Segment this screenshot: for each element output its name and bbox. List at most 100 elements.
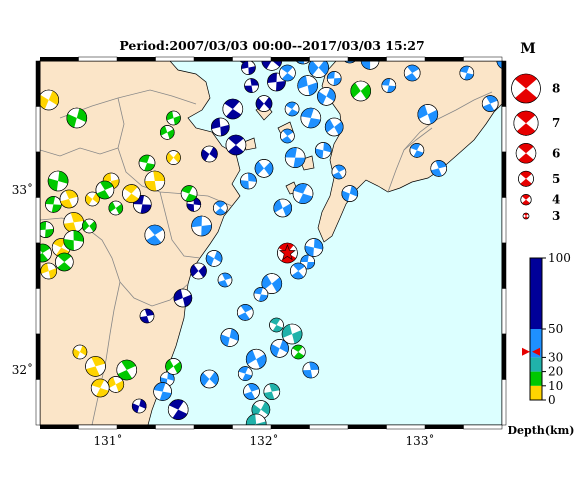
magnitude-legend-symbol: [520, 194, 532, 206]
event-mechanism: [433, 36, 453, 56]
depth-colorbar: 100 50 30 20 10 0 Depth(km): [508, 251, 575, 437]
event-mechanism: [279, 64, 296, 82]
prefecture-border: [40, 147, 119, 157]
event-mechanism: [254, 159, 274, 178]
depth-band: [530, 357, 542, 372]
event-mechanism: [459, 65, 475, 81]
event-mechanism: [220, 328, 239, 347]
event-mechanism: [122, 184, 141, 203]
event-mechanism: [72, 344, 88, 360]
event-mechanism: [81, 218, 97, 234]
event-mechanism: [297, 75, 318, 96]
event-mechanism: [308, 61, 329, 78]
event-mechanism: [138, 154, 156, 172]
event-mechanism: [409, 143, 425, 158]
event-mechanism: [381, 78, 397, 93]
event-mechanism: [302, 361, 320, 379]
event-mechanism: [159, 125, 175, 140]
event-mechanism: [300, 107, 322, 129]
event-mechanism: [63, 230, 84, 251]
event-mechanism: [144, 224, 166, 246]
event-mechanism: [200, 369, 219, 389]
depth-band: [530, 258, 542, 329]
event-mechanism: [222, 98, 244, 120]
magnitude-legend-symbol: [518, 170, 534, 187]
event-mechanism: [40, 243, 52, 263]
axis-labels: 131˚ 132˚ 133˚ 33˚ 32˚: [12, 182, 435, 448]
event-mechanism: [263, 383, 281, 400]
event-mechanism: [245, 413, 267, 425]
event-mechanism: [116, 359, 138, 381]
depth-tick-label: 0: [548, 393, 556, 407]
event-mechanism: [280, 128, 295, 144]
event-mechanism: [167, 399, 189, 420]
event-mechanism: [165, 358, 182, 375]
depth-tick-label: 30: [548, 350, 563, 364]
event-mechanism: [47, 170, 69, 192]
focus-event: [277, 242, 298, 264]
magnitude-legend-symbol: [511, 73, 541, 104]
depth-tick-label: 20: [548, 365, 563, 379]
event-mechanism: [66, 107, 88, 129]
event-mechanism: [40, 89, 60, 111]
event-mechanism: [326, 71, 342, 86]
event-mechanism: [261, 273, 283, 294]
event-mechanism: [236, 304, 254, 321]
lon-tick-label: 133˚: [406, 433, 435, 448]
map-title: Period:2007/03/03 00:00--2017/03/03 15:2…: [119, 38, 424, 53]
prefecture-border: [59, 89, 197, 119]
event-mechanism: [245, 348, 267, 370]
focus-depth-marker: [522, 347, 540, 356]
event-mechanism: [304, 238, 324, 257]
event-mechanism: [213, 200, 228, 216]
event-mechanism: [40, 221, 54, 238]
event-mechanism: [139, 308, 155, 324]
depth-tick-label: 100: [548, 251, 571, 265]
prefecture-border: [159, 191, 201, 259]
event-mechanism: [85, 356, 106, 377]
magnitude-label: 3: [552, 209, 560, 223]
event-mechanism: [270, 339, 289, 358]
event-mechanism: [324, 117, 344, 137]
magnitude-label: 5: [552, 172, 560, 186]
magnitude-label: 7: [552, 116, 560, 130]
prefecture-border: [117, 97, 233, 207]
event-mechanism: [284, 101, 300, 117]
event-mechanism: [55, 252, 74, 272]
magnitude-label: 4: [552, 193, 560, 207]
event-mechanism: [107, 376, 125, 393]
event-mechanism: [166, 110, 181, 126]
event-mechanism: [360, 61, 380, 70]
magnitude-legend: M 8 7 6 5 4 3: [511, 41, 560, 223]
frame-ticks: [35, 56, 507, 430]
event-mechanism: [243, 383, 260, 400]
event-mechanism: [255, 95, 273, 112]
event-mechanism: [90, 378, 110, 398]
event-mechanism: [496, 61, 502, 69]
lon-tick-label: 132˚: [250, 433, 279, 448]
magnitude-legend-symbol: [522, 212, 530, 220]
event-mechanism: [253, 287, 269, 302]
event-mechanism: [63, 212, 84, 233]
event-mechanism: [166, 150, 181, 165]
magnitude-legend-symbol: [515, 143, 537, 164]
prefecture-border: [403, 127, 433, 151]
event-mechanism: [108, 200, 124, 216]
event-mechanism: [241, 61, 256, 75]
event-mechanism: [59, 189, 79, 209]
magnitude-label: 8: [552, 82, 560, 96]
event-mechanism: [331, 164, 347, 180]
event-mechanism: [180, 185, 198, 202]
event-mechanism: [40, 262, 58, 280]
prefecture-border: [387, 91, 493, 193]
depth-tick-label: 10: [548, 379, 563, 393]
epicenter-star-icon: [278, 244, 296, 261]
event-mechanism: [190, 262, 207, 280]
event-mechanism: [95, 180, 115, 200]
event-mechanism: [290, 262, 307, 280]
event-mechanism: [295, 61, 311, 65]
magnitude-legend-symbol: [513, 110, 539, 136]
event-mechanism: [244, 78, 259, 93]
event-mechanism: [481, 95, 499, 112]
